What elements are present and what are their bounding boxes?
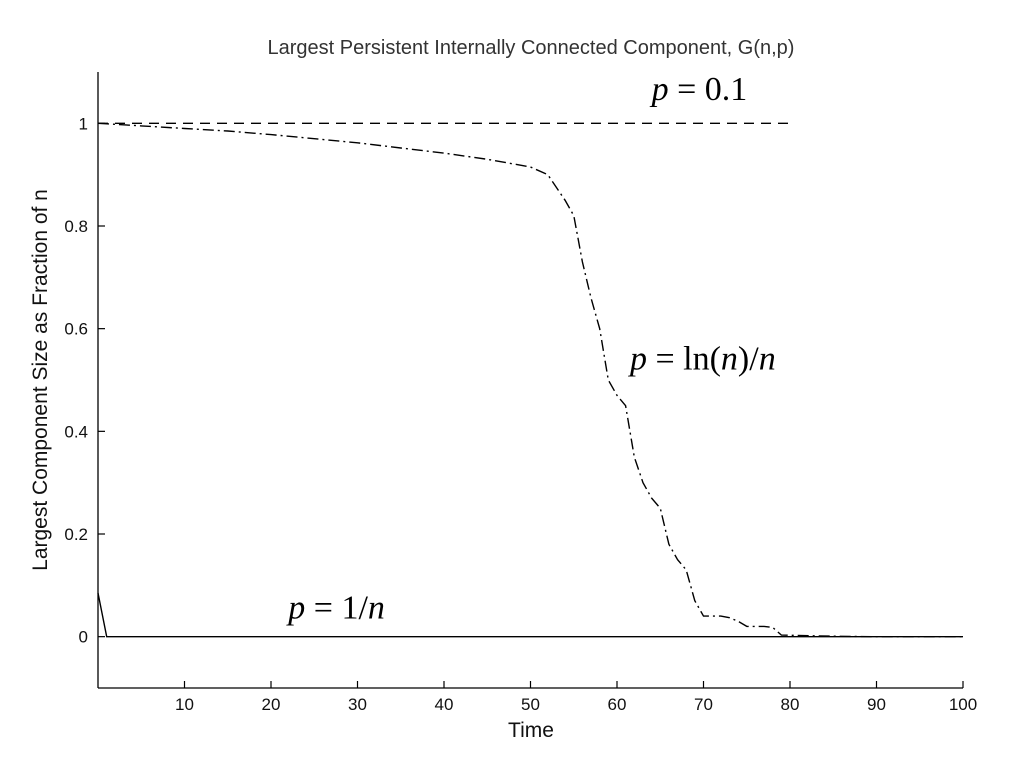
annotation-part: n: [721, 341, 738, 378]
x-tick-label: 80: [781, 695, 800, 714]
y-tick-label: 0: [79, 628, 88, 647]
annotation-part: = 1/: [305, 590, 368, 627]
annotation-part: p: [650, 71, 669, 108]
plot-area: 10 20 30 40 50 60 70 80 90 100 0 0.2 0.4 0.6 0.8 1 p =…: [64, 71, 977, 714]
x-tick-label: 50: [521, 695, 540, 714]
x-tick-label: 70: [694, 695, 713, 714]
y-tick-label: 1: [79, 114, 88, 133]
annotation-part: )/: [738, 341, 759, 378]
annotation-part: p: [628, 341, 647, 378]
x-tick-label: 100: [949, 695, 977, 714]
y-tick-label: 0.4: [64, 422, 88, 441]
series-line-p-ln-n-n: [97, 122, 963, 638]
y-tick-label: 0.2: [64, 525, 88, 544]
series-annotation: p = 1/n: [286, 590, 385, 627]
series-annotation: p = ln(n)/n: [628, 341, 776, 378]
x-tick-label: 10: [175, 695, 194, 714]
y-axis-label: Largest Component Size as Fraction of n: [29, 189, 52, 571]
series-line-p-1-n: [97, 592, 963, 638]
y-axis-ticks: 0 0.2 0.4 0.6 0.8 1: [64, 114, 105, 647]
x-axis-label: Time: [508, 719, 554, 742]
x-tick-label: 90: [867, 695, 886, 714]
x-tick-label: 20: [262, 695, 281, 714]
annotation-part: p: [286, 590, 305, 627]
series-annotation: p = 0.1: [650, 71, 748, 108]
series-layer: [97, 122, 963, 638]
x-tick-label: 30: [348, 695, 367, 714]
x-tick-label: 40: [435, 695, 454, 714]
x-axis-ticks: 10 20 30 40 50 60 70 80 90 100: [175, 681, 977, 714]
y-tick-label: 0.6: [64, 320, 88, 339]
annotation-part: = ln(: [647, 341, 721, 378]
x-tick-label: 60: [608, 695, 627, 714]
y-tick-label: 0.8: [64, 217, 88, 236]
chart-title: Largest Persistent Internally Connected …: [268, 37, 795, 59]
annotation-part: = 0.1: [669, 71, 748, 108]
annotation-part: n: [759, 341, 776, 378]
annotation-layer: p = 0.1p = ln(n)/np = 1/n: [286, 71, 775, 626]
annotation-part: n: [368, 590, 385, 627]
